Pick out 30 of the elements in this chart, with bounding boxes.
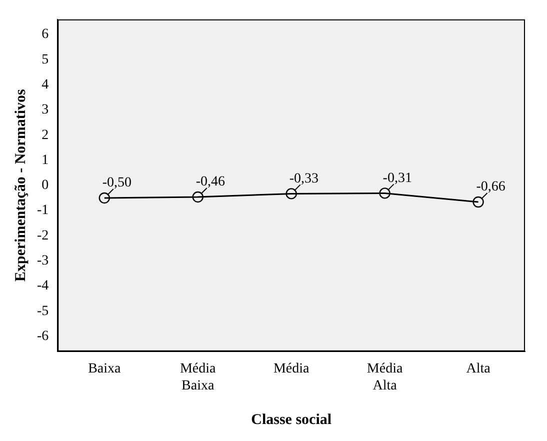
point (286, 188, 297, 200)
x-tick-label: Alta (466, 361, 492, 376)
y-tick-label: 5 (42, 52, 49, 68)
point (98, 192, 110, 204)
y-tick-label: -6 (36, 328, 49, 344)
x-tick-label: Média (273, 361, 310, 376)
y-tick-label: 3 (42, 102, 49, 118)
y-tick-label: -2 (36, 228, 49, 244)
y-tick-label: -4 (36, 278, 49, 294)
point (379, 188, 390, 199)
data-label: -0,50 (102, 176, 132, 191)
y-axis-title: Experimentação - Normativos (12, 89, 29, 282)
x-tick-label: Baixa (88, 361, 122, 376)
data-label: -0,33 (289, 171, 319, 186)
y-tick-label: 1 (42, 152, 49, 168)
y-tick-label: 4 (42, 77, 49, 92)
x-tick-label: Média Baixa (180, 361, 217, 394)
point (472, 196, 484, 208)
x-axis-title: Classe social (251, 412, 332, 428)
y-tick-label: 6 (42, 27, 49, 42)
x-tick-label: Média Alta (366, 361, 404, 394)
point (192, 191, 204, 203)
y-tick-label: 0 (42, 178, 49, 194)
data-label: -0,31 (382, 170, 412, 186)
data-label: -0,66 (476, 180, 506, 195)
y-tick-label: -5 (36, 304, 49, 319)
data-label: -0,46 (196, 174, 226, 190)
y-tick-label: 2 (42, 128, 49, 143)
y-tick-label: -3 (36, 254, 49, 269)
y-tick-label: -1 (36, 203, 49, 218)
